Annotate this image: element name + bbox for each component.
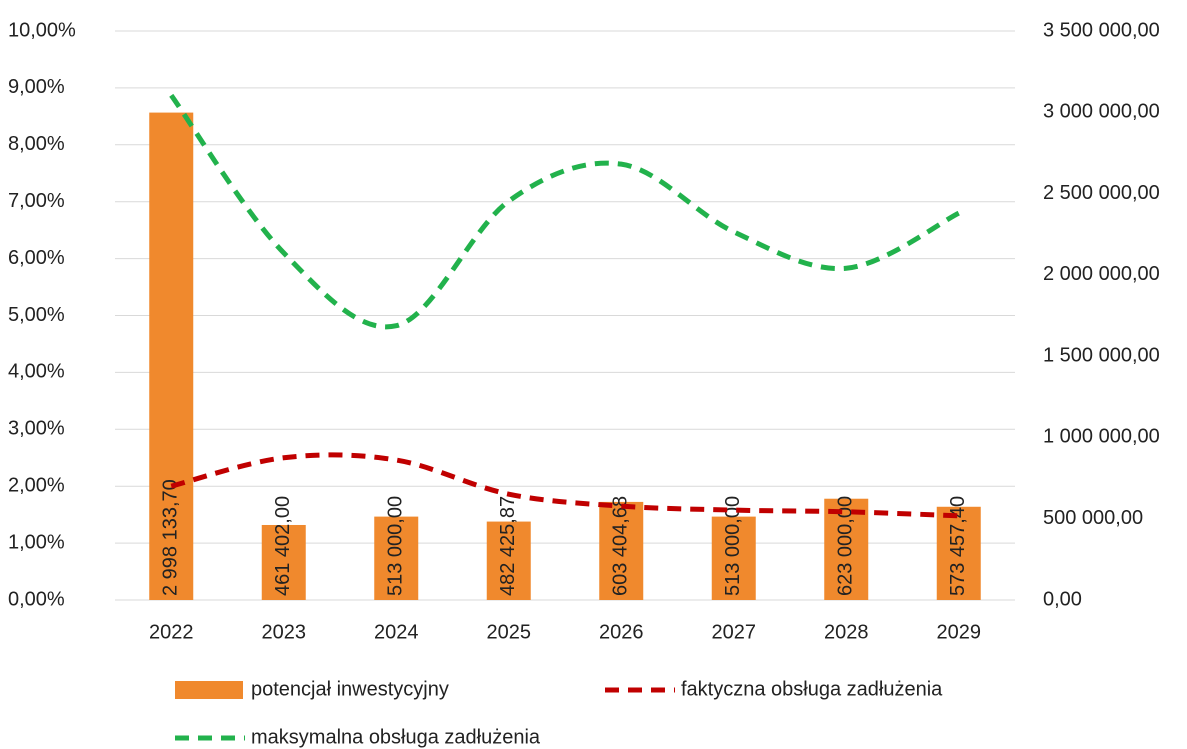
- legend-label: potencjał inwestycyjny: [251, 678, 449, 700]
- y2-tick-label: 3 000 000,00: [1043, 101, 1160, 123]
- y-tick-label: 5,00%: [8, 304, 65, 326]
- x-tick-label: 2025: [487, 621, 532, 643]
- value-label: 603 404,68: [610, 496, 632, 596]
- y-tick-label: 7,00%: [8, 190, 65, 212]
- line: [170, 452, 959, 519]
- bar: [486, 521, 531, 600]
- y-tick-label: 10,00%: [8, 19, 76, 41]
- y2-tick-label: 500 000,00: [1043, 507, 1143, 529]
- y2-tick-label: 3 500 000,00: [1043, 19, 1160, 41]
- value-label: 482 425,87: [497, 496, 519, 596]
- legend-label: maksymalna obsługa zadłużenia: [251, 726, 541, 748]
- y2-tick-label: 1 000 000,00: [1043, 426, 1160, 448]
- value-label: 513 000,00: [385, 496, 407, 596]
- bar: [374, 516, 419, 600]
- x-tick-label: 2028: [824, 621, 869, 643]
- y-tick-label: 6,00%: [8, 247, 65, 269]
- x-tick-label: 2022: [149, 621, 194, 643]
- legend-label: faktyczna obsługa zadłużenia: [681, 678, 943, 700]
- bar: [824, 498, 869, 600]
- y2-tick-label: 2 000 000,00: [1043, 263, 1160, 285]
- value-label: 513 000,00: [722, 496, 744, 596]
- x-tick-label: 2029: [937, 621, 982, 643]
- value-label: 2 998 133,70: [160, 479, 182, 596]
- x-tick-label: 2027: [712, 621, 757, 643]
- y2-tick-label: 0,00: [1043, 588, 1082, 610]
- x-tick-label: 2026: [599, 621, 644, 643]
- y-tick-label: 0,00%: [8, 588, 65, 610]
- y-tick-label: 1,00%: [8, 531, 65, 553]
- y-tick-label: 4,00%: [8, 361, 65, 383]
- x-tick-label: 2023: [262, 621, 307, 643]
- y-tick-label: 2,00%: [8, 474, 65, 496]
- bar: [261, 524, 306, 600]
- y-tick-label: 8,00%: [8, 133, 65, 155]
- bar: [711, 516, 756, 600]
- y-tick-label: 3,00%: [8, 418, 65, 440]
- legend-swatch: [175, 681, 243, 699]
- bar: [149, 112, 194, 601]
- x-tick-label: 2024: [374, 621, 419, 643]
- y2-tick-label: 2 500 000,00: [1043, 182, 1160, 204]
- value-label: 461 402,00: [272, 496, 294, 596]
- y-tick-label: 9,00%: [8, 76, 65, 98]
- line: [169, 93, 960, 330]
- y2-tick-label: 1 500 000,00: [1043, 344, 1160, 366]
- value-label: 573 457,40: [947, 496, 969, 596]
- value-label: 623 000,00: [835, 496, 857, 596]
- bar: [599, 501, 644, 600]
- bar: [936, 506, 981, 600]
